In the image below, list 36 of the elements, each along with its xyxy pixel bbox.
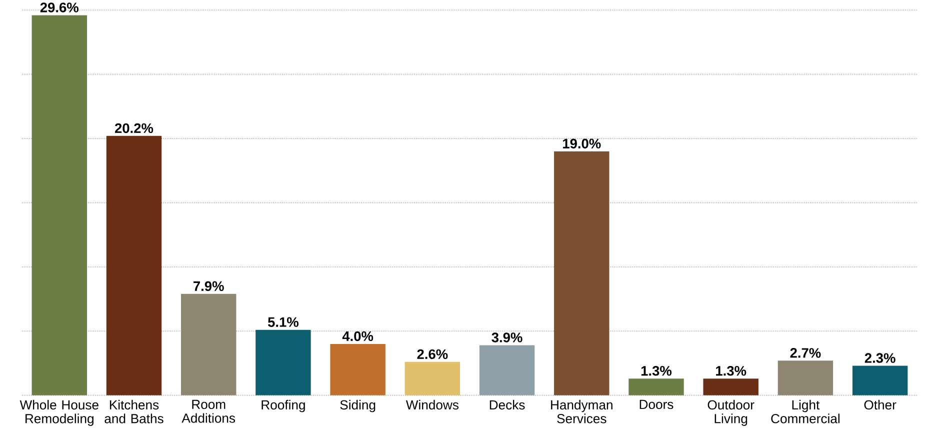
x-tick-label: Roofing <box>262 400 305 412</box>
bar <box>106 136 162 396</box>
data-label: 7.9% <box>194 281 224 291</box>
x-tick-label: Siding <box>340 400 376 412</box>
bar <box>479 345 535 396</box>
data-label: 4.0% <box>342 331 374 341</box>
data-label: 2.3% <box>864 353 896 363</box>
bar <box>330 344 386 396</box>
x-tick-label: Other <box>864 400 896 410</box>
data-label: 19.0% <box>563 138 601 148</box>
data-label: 3.9% <box>492 332 522 342</box>
x-tick-label: Handyman Services <box>551 400 612 424</box>
data-label: 2.7% <box>790 348 821 358</box>
bar <box>778 360 834 396</box>
x-tick-label: Windows <box>406 400 458 410</box>
bar <box>554 151 610 396</box>
x-tick-label: Outdoor Living <box>708 400 754 426</box>
bar <box>404 362 460 396</box>
data-label: 1.3% <box>716 366 746 376</box>
x-tick-label: Light Commercial <box>771 400 840 424</box>
data-label: 29.6% <box>40 2 78 12</box>
x-tick-label: Whole House Remodeling <box>20 400 98 426</box>
bar <box>256 330 311 396</box>
data-label: 1.3% <box>641 366 672 376</box>
bar <box>628 378 684 396</box>
x-tick-label: Doors <box>640 400 674 409</box>
bar <box>181 294 236 396</box>
bar <box>703 378 758 396</box>
bar <box>852 366 908 396</box>
x-tick-label: Decks <box>490 400 525 410</box>
x-tick-label: Kitchens and Baths <box>104 400 164 424</box>
data-label: 2.6% <box>417 349 448 359</box>
bar <box>32 15 87 396</box>
data-label: 20.2% <box>114 123 154 133</box>
data-label: 5.1% <box>268 317 298 327</box>
x-tick-label: Room Additions <box>182 400 236 423</box>
